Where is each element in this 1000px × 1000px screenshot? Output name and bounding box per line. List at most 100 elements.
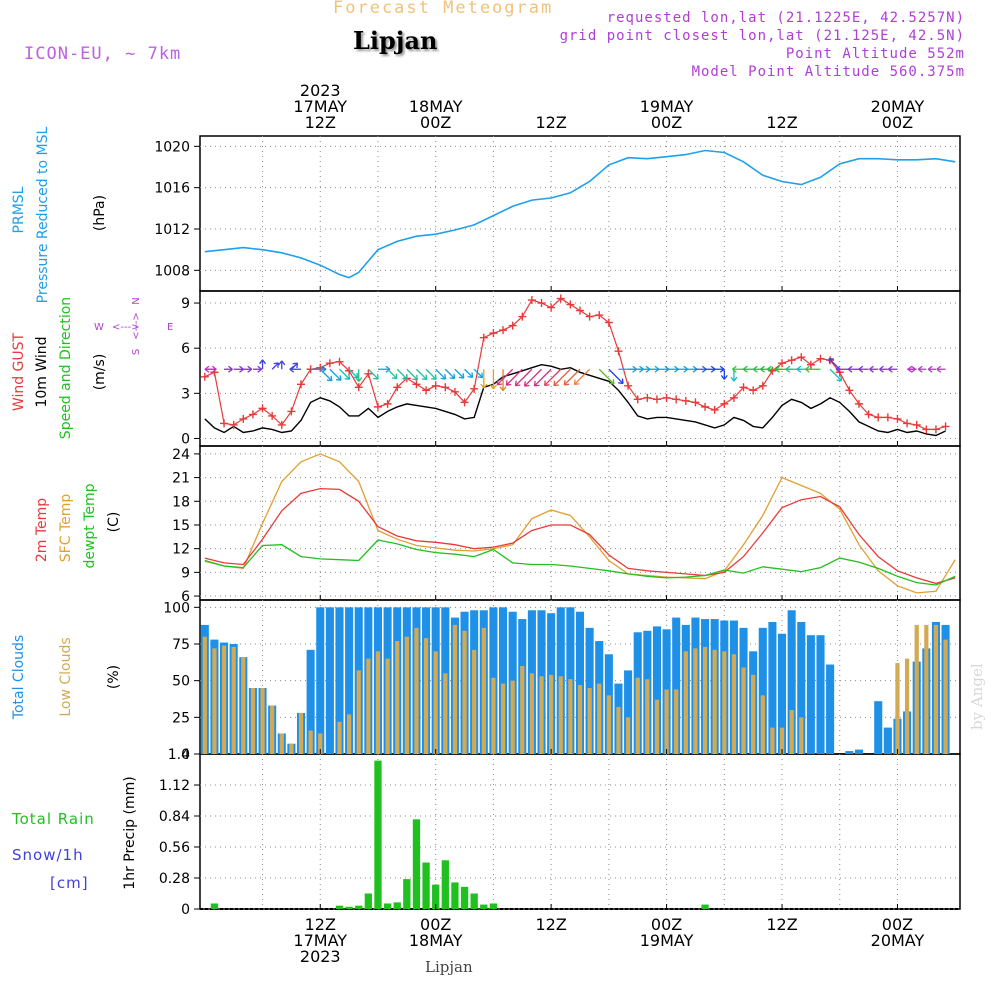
wind-direction-arrow xyxy=(534,368,552,387)
wind-arrow-head xyxy=(458,373,465,379)
wind-arrow-head xyxy=(719,365,725,373)
gust-marker xyxy=(470,384,479,393)
wind-arrow-head xyxy=(505,380,512,386)
low-cloud-bar xyxy=(289,743,294,754)
time-label-bottom: 12Z xyxy=(535,915,566,934)
grid-point-coords: grid point closest lon,lat (21.125E, 42.… xyxy=(559,28,965,44)
gust-marker xyxy=(556,294,565,303)
gust-marker xyxy=(912,420,921,429)
wind-speed-line xyxy=(204,363,946,437)
gust-marker xyxy=(393,383,402,392)
wind-direction-arrow xyxy=(444,368,456,380)
gust-marker xyxy=(749,386,758,395)
y-tick-label: 0.28 xyxy=(159,871,190,887)
gust-marker xyxy=(200,372,209,381)
gust-marker xyxy=(508,321,517,330)
wind-dir-label: Speed and Direction xyxy=(58,297,74,439)
wind-arrow-head xyxy=(573,379,580,386)
precip-unit: 1hr Precip (mm) xyxy=(122,776,138,889)
gust-marker xyxy=(441,383,450,392)
wind-arrow-head xyxy=(775,365,780,373)
rain-bar xyxy=(422,862,430,909)
y-tick-label: 1020 xyxy=(154,139,190,155)
time-label-bottom: 12Z xyxy=(766,915,797,934)
low-cloud-bar xyxy=(606,695,611,754)
temp-dewpt-label: dewpt Temp xyxy=(82,483,98,568)
wind-arrow-head xyxy=(355,377,363,382)
low-cloud-bar xyxy=(414,627,419,754)
y-tick-label: 6 xyxy=(181,341,190,357)
time-label-bottom: 17MAY xyxy=(293,931,347,950)
point-altitude: Point Altitude 552m xyxy=(785,46,965,62)
wind-arrow-head xyxy=(431,374,437,380)
rain-bar xyxy=(470,893,478,909)
model-point-altitude: Model Point Altitude 560.375m xyxy=(691,64,965,80)
wind-direction-arrow xyxy=(598,368,615,385)
gust-marker xyxy=(595,311,604,320)
total-cloud-bar xyxy=(854,749,864,754)
low-cloud-bar xyxy=(895,663,900,754)
total-cloud-bar xyxy=(325,607,334,754)
wind-direction-arrow xyxy=(415,368,428,381)
wind-arrow-head xyxy=(731,365,737,373)
time-label-bottom: 00Z xyxy=(420,915,451,934)
low-cloud-bar xyxy=(674,689,679,754)
wind-direction-arrow xyxy=(425,368,437,380)
rain-bar xyxy=(403,879,411,909)
wind-direction-arrow xyxy=(829,368,843,382)
wind-arrow-head xyxy=(489,384,497,390)
pressure-label-prmsl: PRMSL xyxy=(11,186,27,233)
gust-marker xyxy=(614,347,623,356)
gust-marker xyxy=(701,402,710,411)
y-tick-label: 18 xyxy=(172,494,190,510)
low-cloud-bar xyxy=(318,733,323,754)
low-cloud-bar xyxy=(693,648,698,754)
low-cloud-bar xyxy=(577,685,583,754)
low-cloud-bar xyxy=(298,712,304,754)
wind-direction-arrow xyxy=(544,368,562,386)
wind-arrow-head xyxy=(563,379,570,386)
gust-marker xyxy=(739,383,748,392)
total-cloud-bar xyxy=(777,633,787,754)
wind-direction-arrow xyxy=(473,368,483,379)
gust-marker xyxy=(806,360,815,369)
y-tick-label: 0.84 xyxy=(159,809,190,825)
wind-arrow-head xyxy=(785,365,791,373)
low-cloud-bar xyxy=(635,677,640,754)
gust-marker xyxy=(710,405,719,414)
wind-arrow-head xyxy=(259,359,267,365)
gust-marker xyxy=(652,395,661,404)
pressure-line xyxy=(204,149,956,279)
low-cloud-bar xyxy=(616,707,621,754)
rain-bar xyxy=(335,905,344,909)
temp-sfc-label: SFC Temp xyxy=(58,494,74,563)
rain-bar xyxy=(460,886,469,909)
y-tick-label: 0 xyxy=(181,902,190,918)
low-cloud-bar xyxy=(270,705,275,754)
low-cloud-bar xyxy=(462,630,467,754)
gust-marker xyxy=(248,410,257,419)
wind-arrow-head xyxy=(858,365,864,373)
wind-direction-arrow xyxy=(271,362,279,370)
gust-marker xyxy=(373,402,382,411)
low-cloud-bar xyxy=(366,658,371,754)
low-cloud-label: Low Clouds xyxy=(58,637,74,716)
snow-label: Snow/1h xyxy=(12,846,84,864)
wind-arrow-head xyxy=(385,365,391,373)
gust-marker xyxy=(460,398,469,407)
rain-bar xyxy=(374,760,382,909)
low-cloud-bar xyxy=(549,674,554,754)
total-cloud-bar xyxy=(345,607,354,754)
compass-arrow-horizontal: <---> xyxy=(112,322,140,333)
gust-marker xyxy=(672,395,681,404)
low-cloud-bar xyxy=(375,651,381,754)
gust-marker xyxy=(277,420,286,429)
total-cloud-bar xyxy=(845,751,854,754)
low-cloud-bar xyxy=(385,658,390,754)
low-cloud-bar xyxy=(924,624,929,754)
total-cloud-bar xyxy=(826,664,835,754)
gust-marker xyxy=(287,407,296,416)
wind-direction-arrow xyxy=(553,368,571,387)
compass-w: W xyxy=(94,322,104,333)
gust-marker xyxy=(845,386,854,395)
